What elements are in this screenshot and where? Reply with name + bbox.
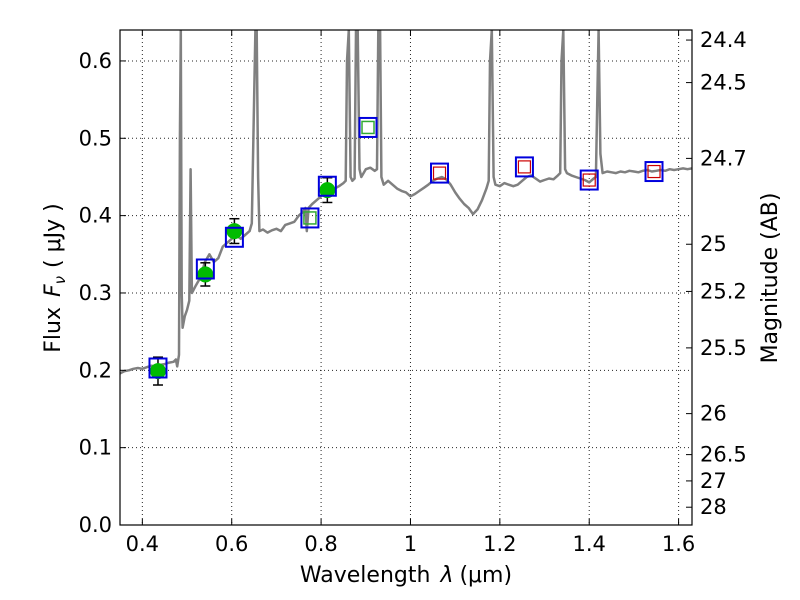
x-axis-label-symbol: λ (439, 563, 453, 588)
observed-point (197, 262, 214, 287)
model-photometry-box (514, 156, 534, 178)
model-photometry-box (579, 169, 599, 191)
y-tick-label: 0.6 (79, 49, 112, 73)
observed-marker (226, 223, 243, 240)
observed-marker (319, 182, 336, 199)
model-photometry-box (300, 207, 320, 229)
model-photometry-box (358, 116, 378, 138)
plot-frame (119, 29, 693, 526)
y2-tick-label: 26 (700, 402, 727, 426)
inner-box-green (303, 211, 317, 225)
y-tick-label: 0.3 (79, 281, 112, 305)
model-photometry-box (195, 258, 215, 280)
x-axis-label: Wavelength λ (μm) (300, 563, 512, 588)
y2-tick-label: 24.4 (700, 28, 747, 52)
x-axis-label-text: Wavelength (300, 563, 431, 588)
model-photometry-boxes (148, 116, 664, 379)
x-tick-label: 0.8 (304, 532, 337, 556)
inner-box-red (582, 173, 596, 187)
model-photometry-box (224, 226, 244, 248)
x-tick-label: 1.4 (573, 532, 606, 556)
model-photometry-box (430, 162, 450, 184)
y2-axis-label: Magnitude (AB) (758, 193, 783, 364)
y-axis-label-symbol: F (41, 284, 66, 297)
x-tick-label: 0.4 (126, 532, 159, 556)
y2-tick-label: 25.2 (700, 279, 747, 303)
inner-box-red (517, 160, 532, 174)
y-axis-ticks: 0.0 0.1 0.2 0.3 0.4 0.5 0.6 (79, 49, 126, 537)
inner-box-red (432, 166, 447, 180)
y2-tick-label: 24.5 (700, 71, 747, 95)
model-spectrum-line (120, 30, 692, 375)
y-tick-label: 0.0 (79, 513, 112, 537)
y2-tick-label: 27 (700, 469, 727, 493)
x-tick-label: 1.6 (662, 532, 695, 556)
x-tick-label: 0.6 (215, 532, 248, 556)
x-tick-label: 1 (404, 532, 417, 556)
y2-tick-label: 28 (700, 495, 727, 519)
y-tick-label: 0.4 (79, 204, 112, 228)
inner-box-red (647, 164, 661, 179)
y-axis-label-text: Flux (41, 307, 66, 353)
y-tick-label: 0.2 (79, 358, 112, 382)
y-axis-label: Flux Fν ( μJy ) (41, 203, 69, 352)
y2-tick-label: 25 (700, 232, 727, 256)
x-axis-label-unit: (μm) (459, 563, 512, 588)
observed-marker (149, 363, 166, 380)
observed-marker (197, 266, 214, 283)
x-tick-label: 1.2 (483, 532, 516, 556)
y2-tick-label: 24.7 (700, 146, 747, 170)
inner-box-green (361, 120, 375, 135)
y-axis-label-unit: ( μJy ) (41, 203, 66, 268)
model-photometry-box (148, 357, 168, 379)
model-photometry-box (644, 161, 664, 183)
y-tick-label: 0.1 (79, 436, 112, 460)
y2-tick-label: 26.5 (700, 443, 747, 467)
observed-point (149, 356, 166, 386)
y-axis-label-sub: ν (51, 276, 69, 284)
y-tick-label: 0.5 (79, 126, 112, 150)
observed-point (319, 176, 336, 204)
x-axis-ticks: 0.4 0.6 0.8 1 1.2 1.4 1.6 (126, 30, 695, 556)
model-photometry-box (317, 175, 337, 197)
y2-tick-label: 25.5 (700, 336, 747, 360)
